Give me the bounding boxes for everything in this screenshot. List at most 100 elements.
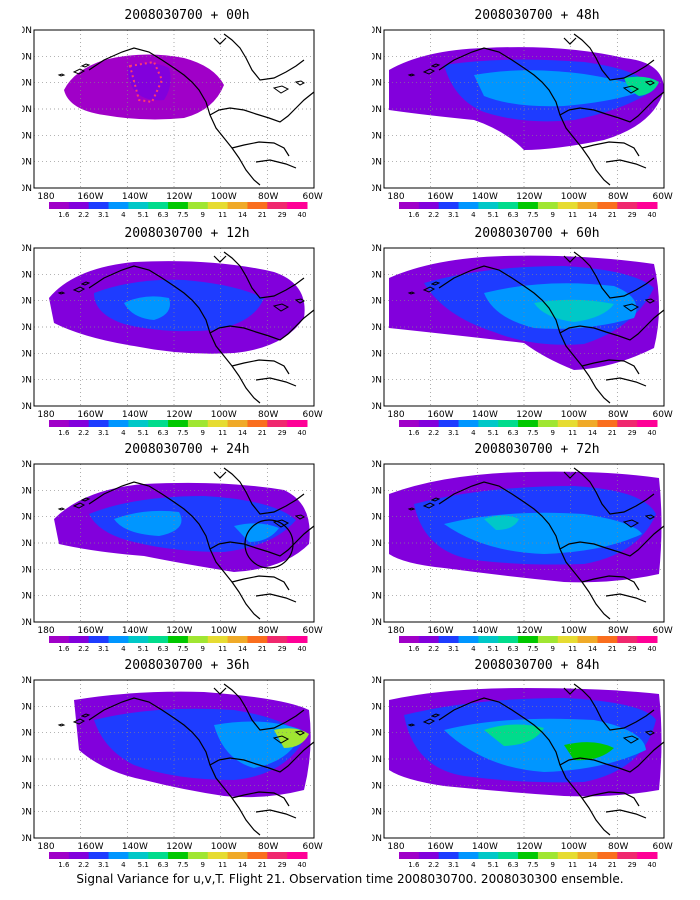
lon-label: 60W bbox=[652, 842, 672, 852]
map-frame bbox=[33, 247, 315, 407]
lon-label: 100W bbox=[211, 192, 237, 202]
colorbar-label: 2.2 bbox=[428, 645, 439, 653]
colorbar-swatch bbox=[577, 636, 598, 643]
colorbar-label: 29 bbox=[628, 429, 637, 437]
colorbar-swatch bbox=[478, 852, 499, 859]
lon-label: 140W bbox=[122, 842, 148, 852]
colorbar-swatch bbox=[108, 636, 129, 643]
colorbar-swatch bbox=[399, 852, 420, 859]
variance-contour bbox=[564, 742, 614, 761]
colorbar-swatch bbox=[49, 202, 70, 209]
variance-contour bbox=[474, 70, 646, 107]
colorbar-swatch bbox=[617, 202, 638, 209]
colorbar-label: 1.6 bbox=[58, 211, 70, 219]
lon-label: 140W bbox=[472, 410, 498, 420]
colorbar-label: 7.5 bbox=[177, 211, 188, 219]
colorbar-swatch bbox=[227, 420, 248, 427]
colorbar-label: 6.3 bbox=[158, 645, 169, 653]
lon-label: 120W bbox=[516, 626, 542, 636]
colorbar-swatch bbox=[458, 636, 479, 643]
colorbar-label: 21 bbox=[258, 645, 267, 653]
colorbar-label: 40 bbox=[298, 211, 307, 219]
map-panel-p24: 2008030700 + 24h 70N 60N 50N 40N 30N 20N 10N 180… bbox=[22, 442, 352, 657]
lon-label: 160W bbox=[77, 410, 103, 420]
lat-label: 40N bbox=[22, 323, 32, 333]
colorbar-swatch bbox=[68, 636, 90, 643]
lon-label: 160W bbox=[427, 410, 453, 420]
colorbar-swatch bbox=[207, 852, 229, 859]
lat-label: 60N bbox=[372, 52, 382, 62]
lat-label: 70N bbox=[372, 26, 382, 36]
colorbar-swatch bbox=[247, 636, 268, 643]
lat-label: 10N bbox=[372, 402, 382, 412]
lat-label: 50N bbox=[22, 513, 32, 523]
lon-label: 120W bbox=[166, 842, 192, 852]
lat-label: 40N bbox=[22, 539, 32, 549]
lon-label: 120W bbox=[166, 410, 192, 420]
lon-label: 100W bbox=[211, 842, 237, 852]
colorbar-label: 40 bbox=[648, 861, 657, 869]
colorbar-swatch bbox=[267, 202, 288, 209]
colorbar-label: 9 bbox=[201, 429, 205, 437]
lat-label: 60N bbox=[22, 486, 32, 496]
colorbar-swatch bbox=[518, 636, 539, 643]
colorbar-label: 3.1 bbox=[448, 645, 459, 653]
lon-label: 140W bbox=[122, 192, 148, 202]
lon-label: 180 bbox=[37, 410, 54, 420]
lon-label: 140W bbox=[472, 192, 498, 202]
lon-label: 120W bbox=[166, 626, 192, 636]
colorbar-label: 14 bbox=[238, 645, 247, 653]
colorbar-swatch bbox=[418, 202, 440, 209]
panel-title: 2008030700 + 60h bbox=[474, 226, 600, 241]
lat-label: 40N bbox=[372, 539, 382, 549]
coastline bbox=[57, 467, 315, 620]
lon-label: 100W bbox=[211, 626, 237, 636]
lat-label: 70N bbox=[22, 26, 32, 36]
colorbar-label: 29 bbox=[278, 211, 287, 219]
colorbar-swatch bbox=[418, 852, 440, 859]
colorbar-swatch bbox=[49, 420, 70, 427]
lon-label: 80W bbox=[608, 192, 628, 202]
colorbar-label: 6.3 bbox=[158, 211, 169, 219]
lat-label: 10N bbox=[22, 402, 32, 412]
lat-label: 60N bbox=[22, 52, 32, 62]
variance-contour bbox=[124, 296, 170, 320]
lon-label: 160W bbox=[77, 626, 103, 636]
map-panel-p60: 2008030700 + 60h 70N 60N 50N 40N 30N 20N 10N 180… bbox=[372, 226, 700, 441]
colorbar-swatch bbox=[617, 636, 638, 643]
colorbar-swatch bbox=[577, 202, 598, 209]
lat-label: 30N bbox=[372, 565, 382, 575]
lat-label: 30N bbox=[372, 131, 382, 141]
map-panel-p12: 2008030700 + 12h 70N 60N 50N 40N 30N 20N 10N 180… bbox=[22, 226, 352, 441]
colorbar-swatch bbox=[287, 636, 308, 643]
map-frame bbox=[33, 463, 315, 623]
colorbar-swatch bbox=[537, 420, 559, 427]
map-frame bbox=[33, 29, 315, 189]
colorbar-label: 21 bbox=[608, 211, 617, 219]
colorbar-swatch bbox=[518, 202, 539, 209]
colorbar-label: 5.1 bbox=[488, 861, 499, 869]
coastline bbox=[407, 683, 665, 836]
colorbar-swatch bbox=[287, 420, 308, 427]
lon-label: 80W bbox=[258, 192, 278, 202]
lon-label: 100W bbox=[561, 842, 587, 852]
colorbar-label: 11 bbox=[568, 861, 577, 869]
colorbar-label: 6.3 bbox=[508, 645, 519, 653]
colorbar-label: 40 bbox=[298, 645, 307, 653]
lat-label: 50N bbox=[372, 513, 382, 523]
lon-label: 80W bbox=[258, 410, 278, 420]
colorbar-swatch bbox=[597, 636, 618, 643]
lat-label: 10N bbox=[22, 834, 32, 844]
colorbar-label: 21 bbox=[608, 645, 617, 653]
lat-label: 50N bbox=[372, 297, 382, 307]
lat-label: 20N bbox=[372, 376, 382, 386]
lat-label: 70N bbox=[372, 460, 382, 470]
colorbar-swatch bbox=[128, 420, 149, 427]
colorbar-swatch bbox=[438, 202, 460, 209]
lat-label: 60N bbox=[22, 702, 32, 712]
lat-label: 70N bbox=[22, 244, 32, 254]
map-canvas: 70N 60N 50N 40N 30N 20N 10N 180 160W 140W 120W 100W… bbox=[372, 26, 673, 219]
colorbar-swatch bbox=[617, 420, 638, 427]
colorbar-label: 29 bbox=[628, 861, 637, 869]
colorbar-swatch bbox=[597, 852, 618, 859]
